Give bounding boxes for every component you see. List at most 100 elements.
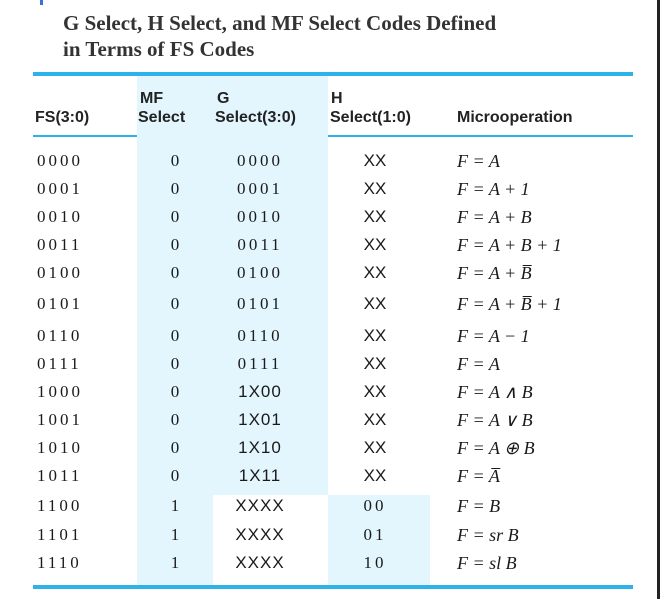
table-row: 0111 0 0111 XX F = A xyxy=(0,350,660,378)
mf-select-cell: 0 xyxy=(170,354,180,373)
h-select-cell: XX xyxy=(363,179,387,198)
mf-select-cell: 0 xyxy=(170,207,180,226)
header-h-bottom: Select(1:0) xyxy=(330,109,411,126)
fs-code-cell: 0100 xyxy=(37,263,83,282)
h-select-cell: XX xyxy=(363,354,387,373)
h-select-cell: XX xyxy=(363,294,387,313)
mf-select-cell: 0 xyxy=(170,179,180,198)
g-select-cell: XXXX xyxy=(235,525,285,544)
h-select-cell: 00 xyxy=(363,496,387,515)
table-row: 1010 0 1X10 XX F = A ⊕ B xyxy=(0,434,660,462)
h-select-cell: XX xyxy=(363,151,387,170)
g-column-shade xyxy=(213,76,328,495)
table-row: 0101 0 0101 XX F = A + B̅ + 1 xyxy=(0,290,660,318)
mf-column-shade xyxy=(137,76,213,585)
mf-select-cell: 0 xyxy=(170,294,180,313)
table-row: 0010 0 0010 XX F = A + B xyxy=(0,203,660,231)
mf-select-cell: 1 xyxy=(170,525,180,544)
table-row: 1000 0 1X00 XX F = A ∧ B xyxy=(0,378,660,406)
g-select-cell: 0011 xyxy=(237,235,283,254)
microoperation-cell: F = A + B xyxy=(457,207,532,227)
microoperation-cell: F = B xyxy=(457,496,501,516)
top-rule xyxy=(33,72,633,76)
mf-select-cell: 0 xyxy=(170,235,180,254)
top-edge-mark xyxy=(40,0,43,5)
g-select-cell: 1X00 xyxy=(238,382,282,401)
microoperation-cell: F = A + B + 1 xyxy=(457,235,562,255)
microoperation-cell: F = A̅ xyxy=(457,466,500,486)
g-select-cell: 1X10 xyxy=(238,438,282,457)
g-select-cell: 0111 xyxy=(237,354,283,373)
microoperation-cell: F = A + B̅ xyxy=(457,263,532,283)
mf-select-cell: 0 xyxy=(170,151,180,170)
g-select-cell: 1X01 xyxy=(238,410,282,429)
header-microoperation: Microoperation xyxy=(457,109,573,126)
mf-select-cell: 0 xyxy=(170,410,180,429)
h-select-cell: XX xyxy=(363,466,387,485)
mf-select-cell: 0 xyxy=(170,382,180,401)
mf-select-cell: 1 xyxy=(170,553,180,572)
header-g-top: G xyxy=(217,90,230,107)
mf-select-cell: 1 xyxy=(170,496,180,515)
table-row: 1101 1 XXXX 01 F = sr B xyxy=(0,521,660,549)
table-row: 0100 0 0100 XX F = A + B̅ xyxy=(0,259,660,287)
h-select-cell: 01 xyxy=(363,525,387,544)
table-row: 0000 0 0000 XX F = A xyxy=(0,147,660,175)
h-select-cell: 10 xyxy=(363,553,387,572)
fs-code-cell: 1011 xyxy=(37,466,83,485)
g-select-cell: 0001 xyxy=(237,179,283,198)
fs-code-cell: 0110 xyxy=(37,326,83,345)
fs-code-cell: 0000 xyxy=(37,151,83,170)
table-row: 0001 0 0001 XX F = A + 1 xyxy=(0,175,660,203)
g-select-cell: 0101 xyxy=(237,294,283,313)
microoperation-cell: F = A + B̅ + 1 xyxy=(457,294,562,314)
g-select-cell: 0000 xyxy=(237,151,283,170)
g-select-cell: XXXX xyxy=(235,496,285,515)
mf-select-cell: 0 xyxy=(170,466,180,485)
header-h-top: H xyxy=(331,90,343,107)
fs-code-cell: 1101 xyxy=(37,525,83,544)
microoperation-cell: F = A + 1 xyxy=(457,179,530,199)
fs-code-cell: 0001 xyxy=(37,179,83,198)
header-fs: FS(3:0) xyxy=(35,109,90,126)
h-select-cell: XX xyxy=(363,438,387,457)
right-edge-border xyxy=(657,0,660,599)
header-mf-top: MF xyxy=(140,90,164,107)
fs-code-cell: 0011 xyxy=(37,235,83,254)
mf-select-cell: 0 xyxy=(170,326,180,345)
table-row: 1110 1 XXXX 10 F = sl B xyxy=(0,549,660,577)
microoperation-cell: F = A ∨ B xyxy=(457,410,533,430)
table-caption: G Select, H Select, and MF Select Codes … xyxy=(63,10,623,62)
fs-code-cell: 0010 xyxy=(37,207,83,226)
h-select-cell: XX xyxy=(363,326,387,345)
table-row: 0110 0 0110 XX F = A − 1 xyxy=(0,322,660,350)
caption-line-2: in Terms of FS Codes xyxy=(63,37,255,61)
bottom-rule xyxy=(33,585,633,589)
h-select-cell: XX xyxy=(363,207,387,226)
g-select-cell: 1X11 xyxy=(238,466,282,485)
fs-code-cell: 1010 xyxy=(37,438,83,457)
h-select-cell: XX xyxy=(363,263,387,282)
g-select-cell: 0100 xyxy=(237,263,283,282)
header-mf-bottom: Select xyxy=(138,109,186,126)
mf-select-cell: 0 xyxy=(170,263,180,282)
g-select-cell: 0110 xyxy=(237,326,283,345)
microoperation-cell: F = A xyxy=(457,354,500,374)
h-select-cell: XX xyxy=(363,235,387,254)
microoperation-cell: F = A xyxy=(457,151,500,171)
fs-code-cell: 1001 xyxy=(37,410,83,429)
table-row: 0011 0 0011 XX F = A + B + 1 xyxy=(0,231,660,259)
fs-code-cell: 1110 xyxy=(37,553,82,572)
table-row: 1001 0 1X01 XX F = A ∨ B xyxy=(0,406,660,434)
fs-code-cell: 1000 xyxy=(37,382,83,401)
h-select-cell: XX xyxy=(363,410,387,429)
table-row: 1100 1 XXXX 00 F = B xyxy=(0,492,660,520)
header-rule xyxy=(33,135,633,137)
microoperation-cell: F = sr B xyxy=(457,525,519,545)
h-column-shade xyxy=(328,495,430,585)
h-select-cell: XX xyxy=(363,382,387,401)
microoperation-cell: F = sl B xyxy=(457,553,517,573)
fs-code-cell: 0101 xyxy=(37,294,83,313)
fs-code-cell: 1100 xyxy=(37,496,83,515)
g-select-cell: XXXX xyxy=(235,553,285,572)
